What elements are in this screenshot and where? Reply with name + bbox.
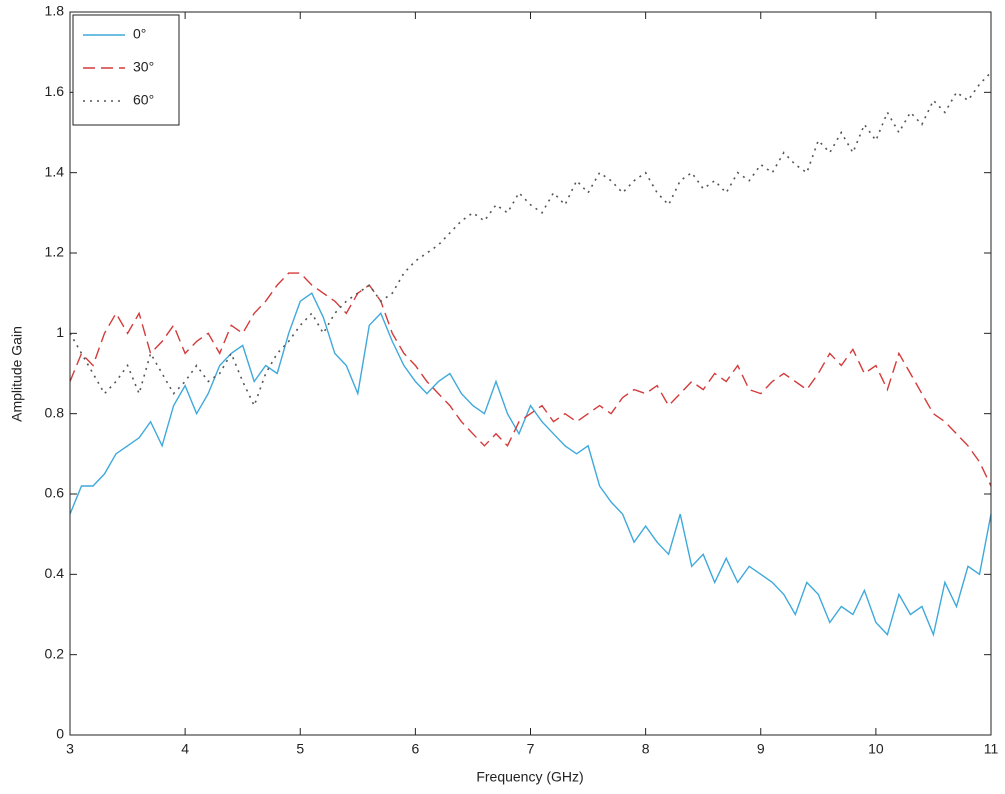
y-tick-label: 0.8 bbox=[45, 404, 65, 420]
x-tick-label: 7 bbox=[527, 741, 535, 757]
y-tick-label: 0.6 bbox=[45, 485, 65, 501]
x-tick-label: 11 bbox=[984, 741, 999, 757]
y-tick-label: 1.8 bbox=[45, 3, 65, 19]
y-tick-label: 1.2 bbox=[45, 244, 65, 260]
legend-label: 30° bbox=[133, 59, 154, 75]
y-axis-label: Amplitude Gain bbox=[9, 326, 25, 422]
legend-label: 60° bbox=[133, 92, 154, 108]
legend-box bbox=[72, 14, 180, 126]
series-line bbox=[69, 272, 992, 487]
legend-label: 0° bbox=[133, 26, 146, 42]
x-axis-label: Frequency (GHz) bbox=[476, 769, 583, 785]
plot-area bbox=[70, 12, 991, 735]
y-tick-label: 0.4 bbox=[45, 565, 65, 581]
x-tick-label: 10 bbox=[868, 741, 884, 757]
x-tick-label: 4 bbox=[181, 741, 189, 757]
y-tick-label: 0.2 bbox=[45, 645, 65, 661]
x-tick-label: 9 bbox=[757, 741, 765, 757]
y-tick-label: 0 bbox=[56, 726, 64, 742]
x-tick-label: 5 bbox=[296, 741, 304, 757]
x-tick-label: 8 bbox=[642, 741, 650, 757]
x-tick-label: 3 bbox=[66, 741, 74, 757]
y-tick-label: 1 bbox=[56, 324, 64, 340]
y-tick-label: 1.4 bbox=[45, 163, 65, 179]
x-tick-label: 6 bbox=[411, 741, 419, 757]
series-line bbox=[69, 71, 992, 408]
y-tick-label: 1.6 bbox=[45, 83, 65, 99]
series-line bbox=[69, 292, 992, 637]
